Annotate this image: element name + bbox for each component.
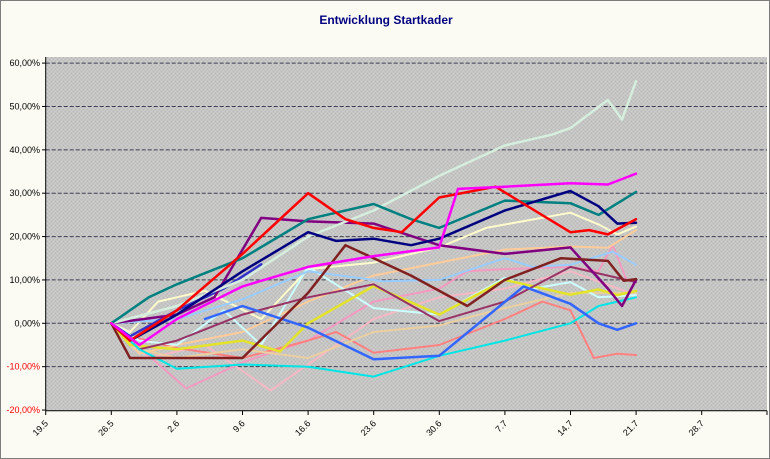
x-axis-label: 23.6 [359,418,378,437]
x-axis-label: 16.6 [293,418,312,437]
y-axis-label: -20,00% [6,405,40,415]
series-lines [110,80,638,392]
series-line-red [110,185,638,342]
y-axis-label: 20,00% [9,232,40,242]
series-line-maroon [110,243,638,360]
y-axis-label: 0,00% [14,318,40,328]
series-line-light-pink [110,270,637,392]
x-axis-label: 14.7 [555,418,574,437]
x-axis-label: 21.7 [621,418,640,437]
x-axis-label: 30.6 [424,418,443,437]
axes [42,57,768,415]
x-axis-label: 26.5 [96,418,115,437]
series-line-cyan [110,296,637,378]
series-line-salmon [110,300,637,359]
series-line-pale-turquoise [110,265,637,346]
series-line-sand [110,291,637,359]
x-axis-label: 2.6 [165,418,181,434]
series-line-magenta [110,172,638,347]
series-line-royal-blue [203,285,638,361]
y-axis-label: 50,00% [9,101,40,111]
series-line-cream [110,211,637,333]
y-axis-label: 10,00% [9,275,40,285]
x-axis-label: 9.6 [231,418,247,434]
x-axis-label: 19.5 [31,418,50,437]
series-line-purple [110,216,638,325]
series-line-mint [110,80,638,325]
y-axis-labels: 60,00% 50,00% 40,00% 30,00% 20,00% 10,00% 0,00… [6,58,40,415]
y-axis-label: 30,00% [9,188,40,198]
series-line-plum [110,265,637,351]
x-axis-labels: 19.5 26.5 2.6 9.6 16.6 23.6 30.6 7.7 14.7 21.7 28.… [31,418,706,437]
series-line-yellow [110,278,638,353]
x-axis-label: 7.7 [493,418,509,434]
y-axis-label: 60,00% [9,58,40,68]
series-line-teal [110,190,638,325]
chart-title: Entwicklung Startkader [319,13,453,27]
x-axis-label: 28.7 [687,418,706,437]
series-line-navy [110,189,638,342]
y-axis-label: -10,00% [6,362,40,372]
y-axis-label: 40,00% [9,145,40,155]
